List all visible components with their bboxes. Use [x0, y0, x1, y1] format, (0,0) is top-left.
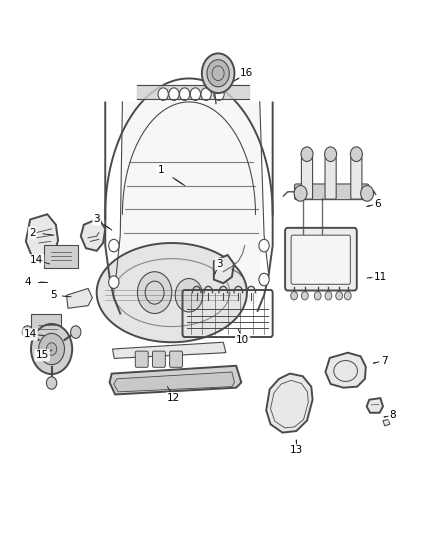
- Text: 15: 15: [35, 350, 49, 360]
- Circle shape: [301, 147, 313, 161]
- FancyBboxPatch shape: [301, 157, 313, 199]
- Text: 14: 14: [30, 255, 43, 265]
- Text: 3: 3: [93, 214, 100, 224]
- Circle shape: [212, 66, 224, 80]
- Polygon shape: [97, 243, 247, 342]
- Text: 1: 1: [158, 165, 164, 175]
- Polygon shape: [367, 398, 383, 413]
- Circle shape: [22, 326, 32, 338]
- Circle shape: [180, 88, 190, 100]
- Polygon shape: [120, 102, 262, 308]
- Circle shape: [109, 276, 119, 288]
- Circle shape: [138, 272, 172, 313]
- FancyBboxPatch shape: [325, 157, 336, 199]
- Text: 7: 7: [381, 356, 388, 366]
- Polygon shape: [113, 342, 226, 358]
- Polygon shape: [26, 214, 58, 261]
- Circle shape: [314, 292, 321, 300]
- Polygon shape: [81, 219, 105, 251]
- Polygon shape: [114, 372, 234, 392]
- Circle shape: [169, 88, 179, 100]
- Circle shape: [344, 292, 351, 300]
- Circle shape: [201, 88, 211, 100]
- Text: 3: 3: [215, 259, 223, 269]
- Text: 10: 10: [236, 335, 249, 345]
- Circle shape: [294, 185, 307, 201]
- Text: 12: 12: [167, 393, 180, 403]
- Circle shape: [31, 324, 72, 374]
- Circle shape: [336, 292, 343, 300]
- Circle shape: [207, 60, 230, 87]
- Circle shape: [190, 88, 201, 100]
- Text: 4: 4: [25, 277, 31, 287]
- Polygon shape: [67, 288, 92, 308]
- Text: 2: 2: [29, 228, 35, 238]
- Circle shape: [145, 281, 164, 304]
- Polygon shape: [266, 374, 313, 433]
- Circle shape: [175, 279, 203, 312]
- Text: 14: 14: [24, 329, 37, 340]
- Polygon shape: [325, 353, 366, 387]
- Circle shape: [301, 292, 308, 300]
- Circle shape: [46, 343, 57, 356]
- Circle shape: [325, 147, 337, 161]
- FancyBboxPatch shape: [294, 184, 369, 200]
- Circle shape: [350, 147, 362, 161]
- Polygon shape: [110, 366, 241, 394]
- Circle shape: [202, 53, 234, 93]
- Circle shape: [291, 292, 297, 300]
- Circle shape: [109, 239, 119, 252]
- FancyBboxPatch shape: [44, 245, 78, 268]
- Text: 5: 5: [50, 290, 57, 300]
- Circle shape: [46, 377, 57, 389]
- Polygon shape: [214, 255, 234, 283]
- FancyBboxPatch shape: [351, 157, 362, 199]
- Circle shape: [71, 326, 81, 338]
- FancyBboxPatch shape: [291, 235, 350, 284]
- Text: 6: 6: [374, 199, 381, 209]
- Circle shape: [259, 273, 269, 286]
- Circle shape: [214, 88, 224, 100]
- Polygon shape: [383, 419, 390, 426]
- Text: 11: 11: [373, 272, 387, 282]
- FancyBboxPatch shape: [170, 351, 183, 367]
- Circle shape: [325, 292, 332, 300]
- Text: 16: 16: [240, 68, 254, 78]
- FancyBboxPatch shape: [285, 228, 357, 290]
- Text: 13: 13: [290, 446, 303, 455]
- Text: 8: 8: [389, 410, 396, 421]
- Circle shape: [360, 185, 374, 201]
- FancyBboxPatch shape: [32, 313, 61, 335]
- FancyBboxPatch shape: [135, 351, 148, 367]
- Circle shape: [39, 333, 64, 365]
- FancyBboxPatch shape: [152, 351, 166, 367]
- Circle shape: [158, 88, 168, 100]
- Circle shape: [259, 239, 269, 252]
